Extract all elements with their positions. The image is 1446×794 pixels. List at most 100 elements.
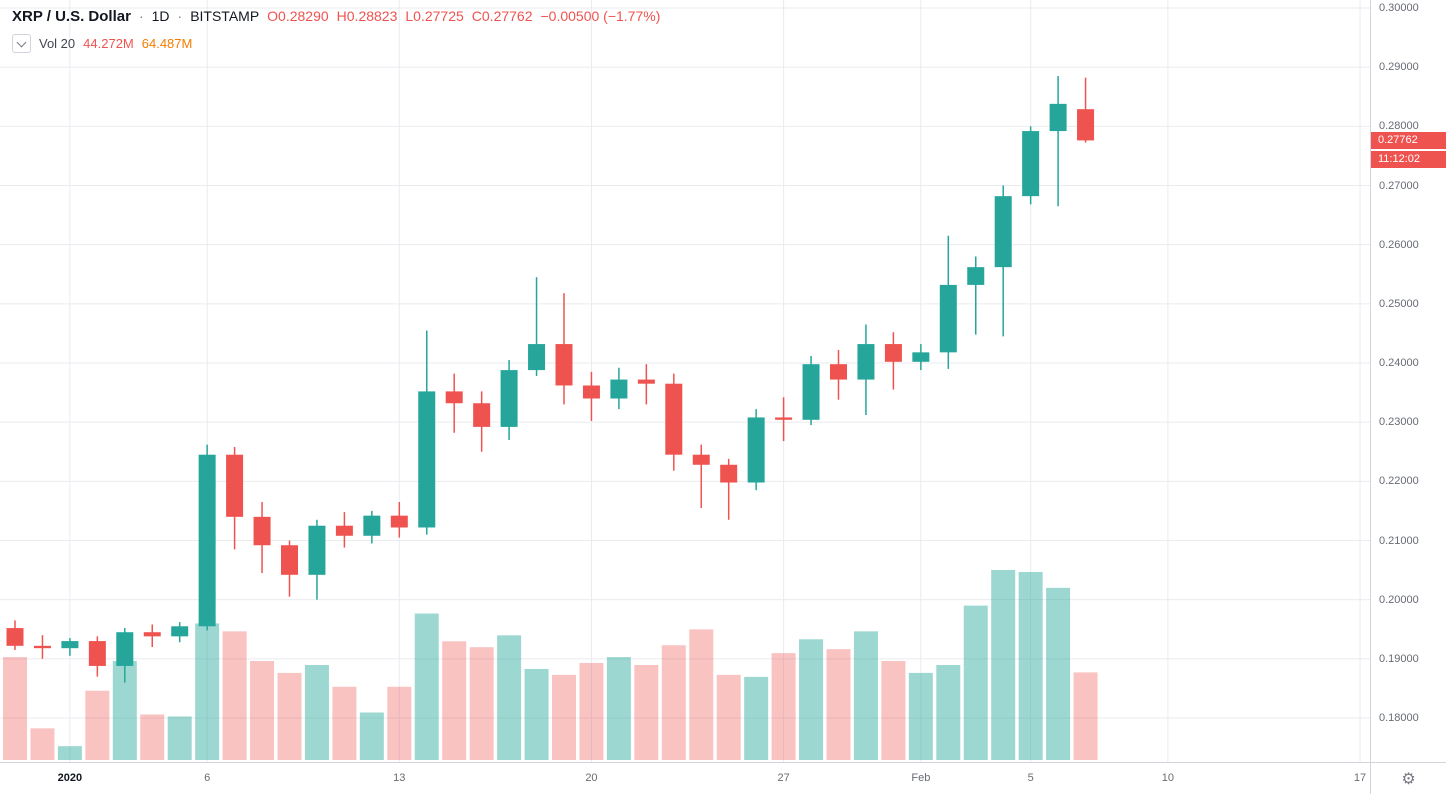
candle-body (692, 454, 710, 465)
symbol-legend-row: XRP / U.S. Dollar · 1D · BITSTAMP O0.282… (12, 8, 660, 25)
volume-ma-value: 64.487M (141, 36, 193, 51)
price-axis-label: 0.19000 (1379, 652, 1419, 665)
volume-bar (332, 686, 357, 760)
volume-bar (304, 665, 329, 760)
volume-bar (661, 645, 686, 760)
price-axis[interactable]: 0.27762 11:12:02 0.18000 0.19000 0.20000 0.… (1370, 0, 1446, 762)
open-value: O0.28290 (267, 8, 329, 24)
volume-bar (991, 570, 1016, 760)
volume-bar (552, 674, 576, 760)
volume-bar (881, 661, 906, 760)
volume-bar (579, 663, 604, 760)
chevron-down-icon (16, 37, 27, 47)
candle-body (939, 284, 957, 353)
settings-gear-icon[interactable]: ⚙ (1401, 770, 1416, 788)
volume-bar (1073, 672, 1098, 760)
volume-bar (359, 712, 384, 760)
candle-body (720, 464, 738, 483)
candle-body (253, 516, 271, 546)
low-value: L0.27725 (405, 8, 464, 24)
candle-body (1077, 109, 1095, 141)
legend-collapse-button[interactable] (12, 34, 31, 53)
volume-bar (3, 657, 27, 760)
price-axis-label: 0.30000 (1379, 2, 1419, 14)
legend: XRP / U.S. Dollar · 1D · BITSTAMP O0.282… (12, 8, 660, 53)
candle-body (582, 385, 600, 399)
price-axis-label: 0.20000 (1379, 593, 1419, 606)
candle-body (610, 379, 628, 399)
volume-bar (908, 672, 933, 760)
volume-bar (1018, 571, 1043, 760)
price-axis-label: 0.27000 (1379, 179, 1419, 192)
candle-body (6, 628, 24, 646)
candle-body (994, 196, 1012, 268)
close-value: C0.27762 (471, 8, 533, 24)
volume-bar (634, 665, 659, 760)
volume-bar (195, 623, 220, 760)
volume-bar (85, 690, 110, 760)
bar-countdown-tag: 11:12:02 (1371, 151, 1446, 168)
price-axis-label: 0.24000 (1379, 357, 1419, 369)
volume-bar (744, 676, 769, 760)
volume-bar (442, 641, 467, 760)
volume-bar (167, 716, 192, 760)
candle-body (967, 267, 985, 285)
volume-bar (826, 649, 851, 760)
time-axis-label: 17 (1353, 772, 1367, 784)
price-axis-label: 0.26000 (1379, 238, 1419, 251)
candle-body (802, 364, 820, 420)
candle-body (830, 364, 847, 380)
candle-body (637, 379, 655, 384)
candle-body (171, 626, 189, 637)
candle-body (912, 352, 930, 362)
candle-body (884, 344, 902, 362)
volume-bar (277, 672, 302, 760)
candle-body (528, 344, 546, 371)
candle-body (555, 344, 573, 386)
candle-body (198, 454, 216, 627)
volume-bar (222, 631, 247, 760)
candle-body (308, 525, 326, 575)
candle-body (116, 632, 134, 666)
price-axis-label: 0.29000 (1379, 61, 1419, 74)
volume-bar (716, 674, 741, 760)
candle-body (143, 632, 161, 637)
time-axis-label: Feb (911, 772, 931, 784)
volume-bar (140, 714, 165, 760)
interval-label[interactable]: 1D (151, 8, 170, 24)
chart-pane[interactable]: XRP / U.S. Dollar · 1D · BITSTAMP O0.282… (0, 0, 1370, 762)
candle-body (1022, 131, 1040, 197)
last-price-tag: 0.27762 (1371, 132, 1446, 149)
volume-indicator-label[interactable]: Vol 20 (39, 36, 76, 51)
price-axis-label: 0.18000 (1379, 712, 1419, 724)
volume-bar (387, 686, 412, 760)
time-axis-label: 27 (777, 772, 790, 784)
separator-dot: · (177, 8, 183, 24)
volume-bar (1046, 587, 1071, 760)
candle-body (473, 403, 491, 427)
price-axis-label: 0.23000 (1379, 416, 1419, 429)
candle-body (61, 641, 79, 649)
candle-body (500, 370, 518, 427)
axis-settings-corner[interactable]: ⚙ (1370, 762, 1446, 794)
volume-bar (524, 668, 549, 760)
volume-value: 44.272M (83, 36, 134, 51)
time-axis-label: 20 (585, 772, 598, 784)
exchange-label: BITSTAMP (190, 8, 260, 24)
volume-bar (414, 613, 439, 760)
time-axis-label: 6 (204, 772, 211, 784)
candle-body (747, 417, 765, 483)
symbol-title[interactable]: XRP / U.S. Dollar (12, 8, 131, 25)
time-axis[interactable]: 2020 6 13 20 27 Feb 5 10 17 (0, 762, 1370, 794)
candle-body (281, 545, 298, 575)
time-axis-label: 5 (1027, 772, 1034, 784)
volume-bar (606, 657, 631, 760)
price-axis-label: 0.28000 (1379, 120, 1419, 133)
high-value: H0.28823 (336, 8, 398, 24)
candle-body (226, 454, 244, 517)
volume-bar (689, 629, 714, 760)
volume-bar (469, 647, 494, 760)
candlestick-chart[interactable] (0, 0, 1370, 762)
volume-bar (963, 605, 988, 760)
